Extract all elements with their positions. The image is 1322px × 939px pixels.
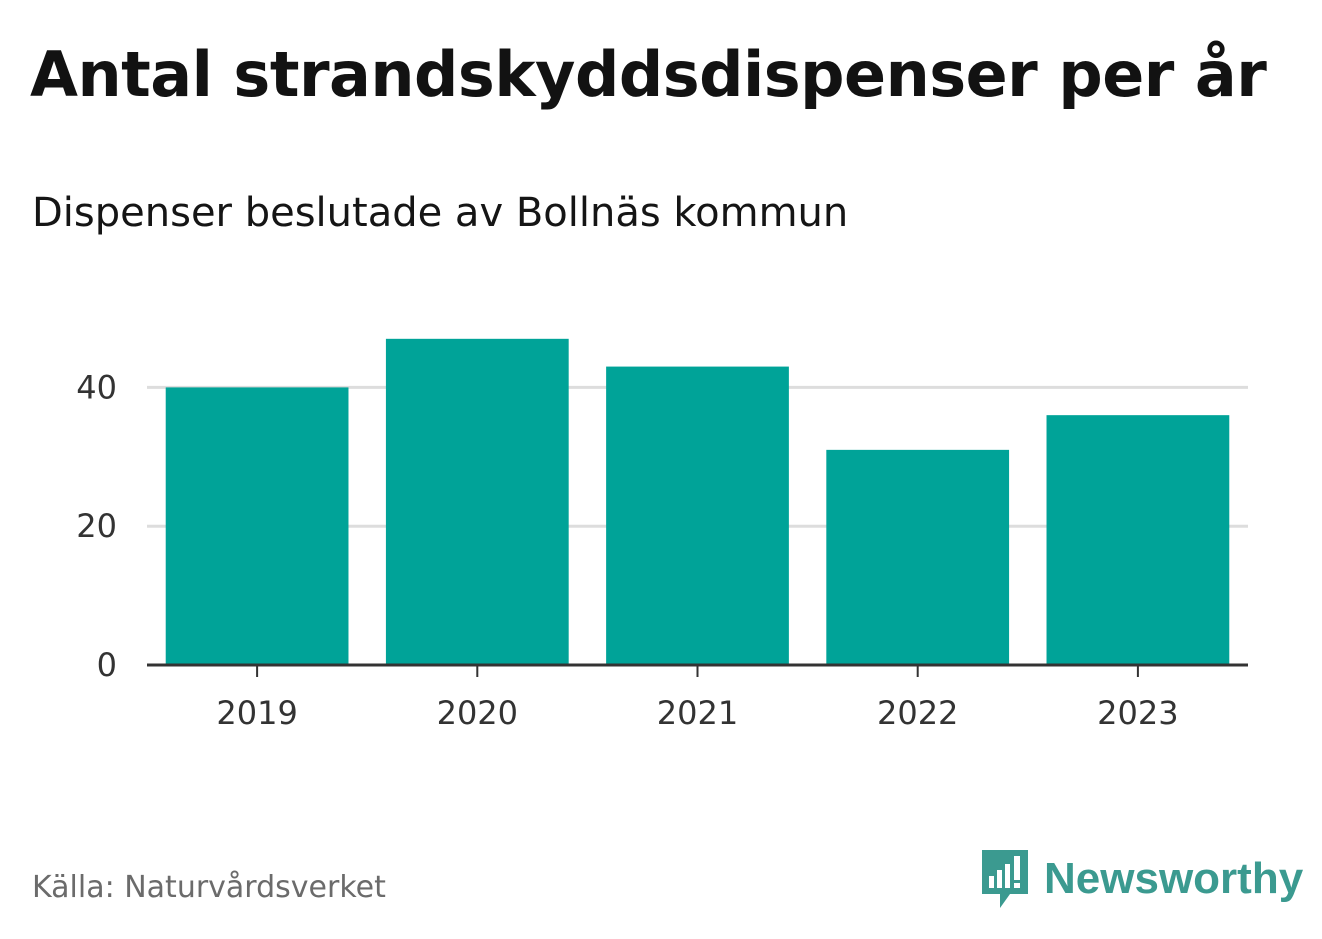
chart-subtitle: Dispenser beslutade av Bollnäs kommun: [32, 190, 849, 236]
y-tick-label: 0: [97, 646, 117, 684]
newsworthy-logo-icon: [982, 850, 1028, 908]
x-axis-ticks: 2019 2020 2021 2022 2023: [216, 665, 1179, 732]
x-tick-label: 2019: [216, 694, 297, 732]
bar: [385, 338, 569, 665]
x-tick-label: 2023: [1097, 694, 1178, 732]
bar: [606, 366, 789, 665]
x-tick-label: 2021: [657, 694, 738, 732]
source-note: Källa: Naturvårdsverket: [32, 870, 386, 905]
x-tick-label: 2022: [877, 694, 958, 732]
bar: [1046, 415, 1230, 665]
bars: [165, 338, 1230, 665]
x-tick-label: 2020: [437, 694, 518, 732]
y-tick-label: 20: [76, 507, 117, 545]
bar: [826, 449, 1010, 665]
bar: [165, 387, 349, 665]
brand-logo: Newsworthy: [980, 848, 1303, 910]
chart-title: Antal strandskyddsdispenser per år: [30, 38, 1267, 111]
y-axis-ticks: 0 20 40: [76, 368, 117, 684]
brand-name: Newsworthy: [1044, 854, 1304, 903]
y-tick-label: 40: [76, 368, 117, 406]
